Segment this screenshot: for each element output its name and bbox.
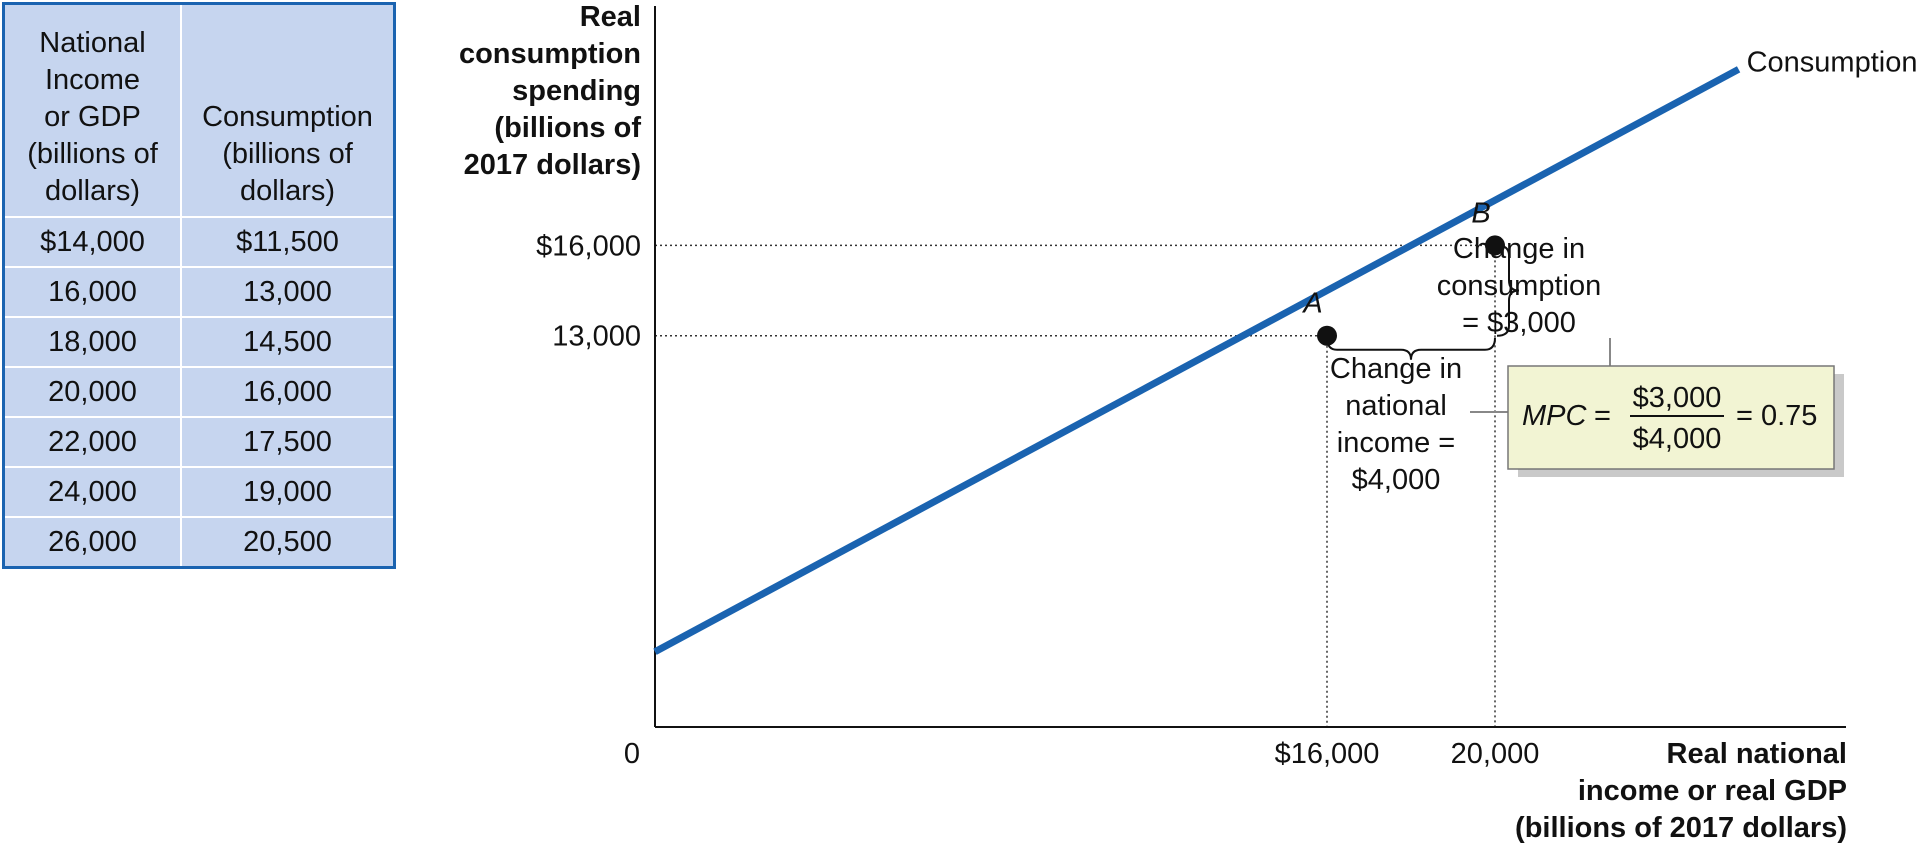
income-cell: $14,000 [5, 216, 182, 268]
origin-label: 0 [624, 738, 640, 770]
tick-labels: 0 $16,000 20,000 $16,000 13,000 [536, 230, 1539, 770]
header-national-income: National Income or GDP (billions of dollars) [5, 5, 182, 218]
x-tick-label: $16,000 [1275, 738, 1380, 770]
change-in-consumption-label: consumption [1437, 270, 1601, 302]
table-row: 26,000 20,500 [5, 516, 393, 566]
income-cell: 16,000 [5, 266, 182, 318]
axes [654, 6, 1846, 728]
mpc-annotation: MPC = $3,000 $4,000 = 0.75 [1470, 338, 1844, 477]
change-in-income-label: Change in [1330, 353, 1462, 385]
guide-lines [655, 244, 1496, 727]
change-in-consumption-label: Change in [1453, 233, 1585, 265]
series-layer: Consumption [653, 46, 1916, 655]
change-in-income-label: income = [1337, 427, 1455, 459]
mpc-result: = 0.75 [1736, 400, 1817, 432]
mpc-symbol: MPC [1522, 400, 1588, 432]
x-axis-label-line: (billions of 2017 dollars) [1515, 812, 1847, 844]
change-in-income-label: national [1345, 390, 1447, 422]
table-row: 18,000 14,500 [5, 316, 393, 368]
consumption-cell: 16,000 [180, 366, 393, 418]
table-row: 20,000 16,000 [5, 366, 393, 418]
income-cell: 18,000 [5, 316, 182, 368]
point-markers: AB [1301, 197, 1505, 346]
mpc-box [1507, 365, 1835, 470]
consumption-table: National Income or GDP (billions of dollars)… [2, 2, 396, 569]
y-axis-label-line: consumption [459, 38, 641, 70]
table-row: $14,000 $11,500 [5, 216, 393, 268]
y-axis-label-line: 2017 dollars) [464, 149, 641, 181]
income-change-brace [1326, 337, 1496, 360]
point-a [1317, 325, 1337, 346]
consumption-cell: 13,000 [180, 266, 393, 318]
consumption-cell: 17,500 [180, 416, 393, 468]
table-row: 24,000 19,000 [5, 466, 393, 518]
consumption-change-brace [1496, 244, 1520, 337]
x-axis-label: Real national income or real GDP (billions… [1515, 738, 1847, 844]
table-row: 22,000 17,500 [5, 416, 393, 468]
x-axis-label-line: income or real GDP [1578, 775, 1847, 807]
series-label-consumption: Consumption [1747, 46, 1916, 78]
consumption-line [653, 66, 1741, 655]
y-axis-label-line: (billions of [494, 112, 641, 144]
point-label-b: B [1471, 197, 1490, 229]
y-axis-label-line: Real [580, 1, 641, 33]
x-axis-label-line: Real national [1667, 738, 1848, 770]
point-b [1485, 235, 1505, 256]
table-row: 16,000 13,000 [5, 266, 393, 318]
table-header-row: National Income or GDP (billions of dollars)… [5, 5, 393, 218]
consumption-cell: 20,500 [180, 516, 393, 566]
mpc-equals: = [1594, 400, 1611, 432]
y-axis-label-line: spending [512, 75, 641, 107]
income-cell: 24,000 [5, 466, 182, 518]
point-label-a: A [1301, 288, 1322, 320]
mpc-numerator: $3,000 [1633, 382, 1722, 414]
x-tick-label: 20,000 [1451, 738, 1540, 770]
mpc-denominator: $4,000 [1633, 423, 1722, 455]
consumption-cell: $11,500 [180, 216, 393, 268]
income-cell: 22,000 [5, 416, 182, 468]
header-consumption: Consumption (billions of dollars) [180, 5, 393, 218]
consumption-cell: 14,500 [180, 316, 393, 368]
change-in-income-label: $4,000 [1352, 464, 1441, 496]
income-cell: 20,000 [5, 366, 182, 418]
consumption-data-table: National Income or GDP (billions of dollars)… [5, 5, 393, 566]
y-axis-label: Real consumption spending (billions of 2017 … [459, 1, 641, 181]
change-in-consumption-label: = $3,000 [1462, 307, 1576, 339]
y-tick-label: 13,000 [552, 321, 641, 353]
y-tick-label: $16,000 [536, 230, 641, 262]
consumption-cell: 19,000 [180, 466, 393, 518]
income-cell: 26,000 [5, 516, 182, 566]
